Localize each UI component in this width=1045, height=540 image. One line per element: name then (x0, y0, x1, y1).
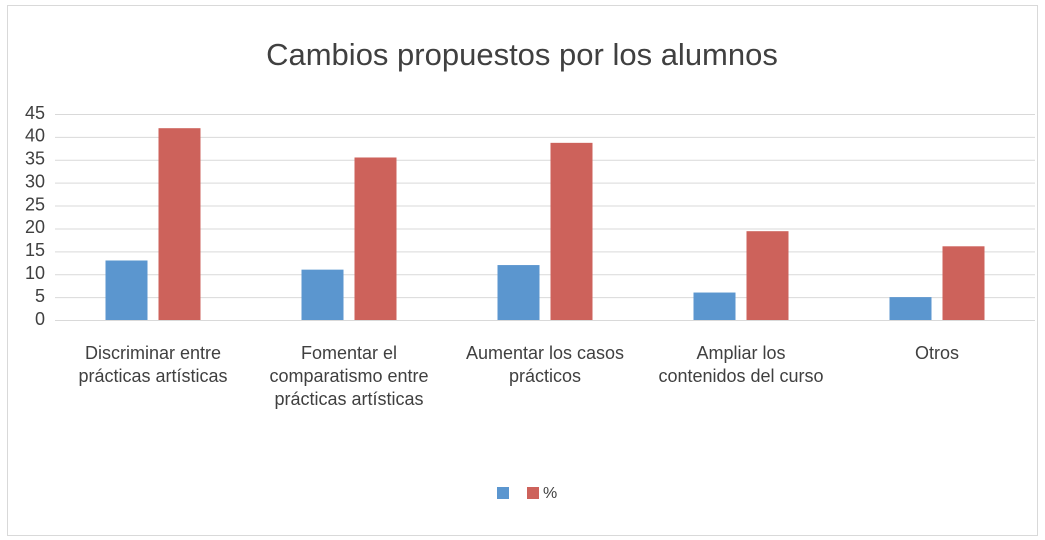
y-tick-label: 45 (25, 103, 45, 123)
y-tick-label: 20 (25, 217, 45, 237)
x-tick-label: Discriminar entre prácticas artísticas (78, 343, 228, 386)
bar (105, 260, 148, 320)
bar (942, 246, 985, 320)
y-tick-label: 0 (35, 309, 45, 329)
bar (693, 292, 736, 320)
y-tick-label: 15 (25, 240, 45, 260)
bar (354, 157, 397, 320)
x-tick-label: Fomentar el comparatismo entre prácticas… (269, 343, 429, 409)
legend-swatch (497, 487, 509, 499)
legend-swatch (527, 487, 539, 499)
bar (550, 142, 593, 320)
legend-label: % (543, 485, 557, 502)
y-tick-label: 40 (25, 126, 45, 146)
bar (746, 231, 789, 320)
bar (158, 128, 201, 320)
bar (889, 297, 932, 320)
y-tick-label: 30 (25, 171, 45, 191)
x-tick-label: Aumentar los casos prácticos (465, 343, 625, 386)
y-tick-label: 35 (25, 149, 45, 169)
y-tick-label: 10 (25, 263, 45, 283)
y-tick-label: 25 (25, 194, 45, 214)
y-tick-label: 5 (35, 286, 45, 306)
chart-title: Cambios propuestos por los alumnos (266, 37, 778, 72)
x-tick-label: Otros (914, 343, 959, 363)
bar (497, 265, 540, 320)
bar (301, 269, 344, 320)
x-tick-label: Ampliar los contenidos del curso (658, 343, 824, 386)
